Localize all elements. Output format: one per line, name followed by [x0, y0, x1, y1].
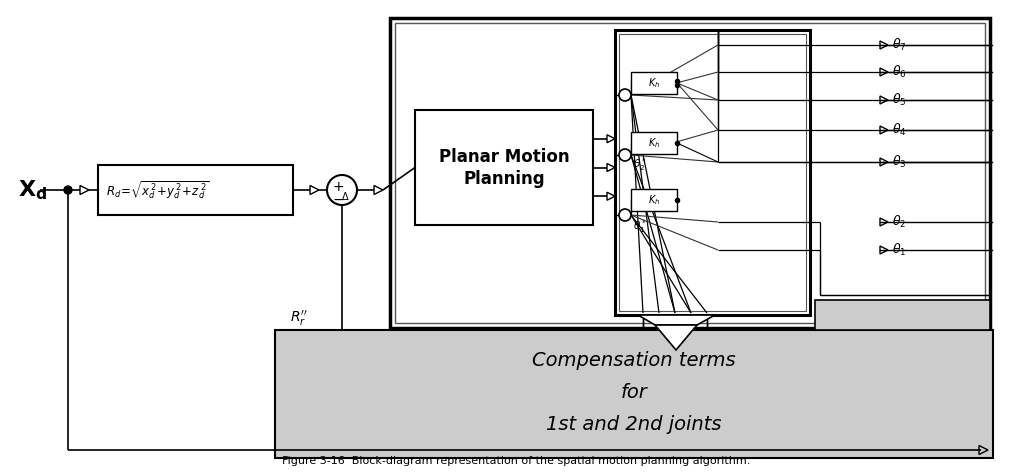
- Text: $\theta_1$: $\theta_1$: [893, 242, 906, 258]
- Text: $\theta_7$: $\theta_7$: [893, 37, 907, 53]
- Text: $-$: $-$: [332, 192, 344, 206]
- Text: $\theta_2^*$: $\theta_2^*$: [633, 156, 647, 173]
- Text: $K_h$: $K_h$: [648, 76, 660, 90]
- Bar: [619, 34, 806, 311]
- Bar: [275, 330, 993, 458]
- Circle shape: [619, 149, 631, 161]
- Text: Planning: Planning: [463, 171, 544, 189]
- Text: $\theta_2$: $\theta_2$: [893, 214, 906, 230]
- Text: $\theta_5$: $\theta_5$: [893, 92, 907, 108]
- Bar: [631, 189, 677, 211]
- Circle shape: [64, 186, 72, 194]
- Circle shape: [619, 209, 631, 221]
- Text: 1st and 2nd joints: 1st and 2nd joints: [546, 416, 722, 435]
- Bar: [98, 165, 293, 215]
- Text: $\mathbf{X_d}$: $\mathbf{X_d}$: [18, 178, 48, 202]
- Text: $\Delta$: $\Delta$: [341, 190, 349, 202]
- Bar: [415, 110, 593, 225]
- Text: $\theta_1^*$: $\theta_1^*$: [633, 219, 647, 236]
- Bar: [631, 72, 677, 94]
- Text: $\theta_6$: $\theta_6$: [893, 64, 907, 80]
- Text: Planar Motion: Planar Motion: [439, 148, 569, 166]
- Text: $\theta_4$: $\theta_4$: [893, 122, 907, 138]
- Text: for: for: [621, 383, 648, 401]
- Bar: [631, 132, 677, 154]
- Text: $R_r''$: $R_r''$: [290, 309, 308, 328]
- Polygon shape: [638, 315, 715, 325]
- Bar: [395, 23, 985, 323]
- Text: $K_h$: $K_h$: [648, 193, 660, 207]
- Text: $\theta_3$: $\theta_3$: [893, 154, 907, 170]
- Text: $K_h$: $K_h$: [648, 136, 660, 150]
- Bar: [390, 18, 990, 328]
- Text: Figure 3-16  Block-diagram representation of the spatial motion planning algorit: Figure 3-16 Block-diagram representation…: [282, 456, 751, 466]
- Text: +: +: [333, 180, 344, 194]
- Text: Compensation terms: Compensation terms: [532, 350, 735, 370]
- Bar: [615, 30, 810, 315]
- Circle shape: [327, 175, 357, 205]
- Text: $R_d\!=\!\sqrt{x_d^{\,2}\!+\!y_d^{\,2}\!+\!z_d^{\,2}}$: $R_d\!=\!\sqrt{x_d^{\,2}\!+\!y_d^{\,2}\!…: [106, 179, 209, 201]
- Circle shape: [619, 89, 631, 101]
- Bar: [815, 300, 990, 330]
- Polygon shape: [655, 325, 697, 350]
